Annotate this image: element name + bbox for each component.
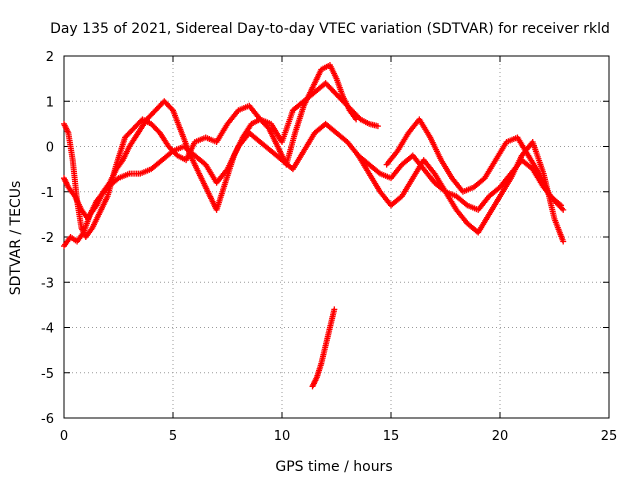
data-point-marker xyxy=(558,205,565,212)
y-tick-label: -3 xyxy=(41,276,54,291)
data-point-marker xyxy=(374,123,381,130)
axis-ticks: 0 5 10 15 20 25 -6 -5 -4 -3 -2 -1 0 1 2 xyxy=(41,50,617,444)
chart-title: Day 135 of 2021, Sidereal Day-to-day VTE… xyxy=(50,21,610,37)
data-point-marker xyxy=(558,202,565,209)
y-tick-label: 1 xyxy=(46,95,54,110)
grid xyxy=(64,56,609,418)
x-tick-label: 10 xyxy=(274,429,291,444)
x-tick-label: 0 xyxy=(60,429,68,444)
x-tick-label: 20 xyxy=(492,429,509,444)
data-point-marker xyxy=(168,106,175,113)
x-tick-label: 25 xyxy=(601,429,618,444)
y-tick-label: 0 xyxy=(46,141,54,156)
x-tick-label: 15 xyxy=(383,429,400,444)
data-points xyxy=(61,62,567,390)
y-tick-label: -1 xyxy=(41,186,54,201)
data-point-marker xyxy=(560,238,567,245)
x-tick-label: 5 xyxy=(169,429,177,444)
y-tick-label: -2 xyxy=(41,231,54,246)
data-point-marker xyxy=(560,206,567,213)
y-tick-label: -5 xyxy=(41,367,54,382)
y-tick-label: -6 xyxy=(41,412,54,427)
x-axis-label: GPS time / hours xyxy=(275,459,392,475)
y-axis-label: SDTVAR / TECUs xyxy=(8,181,24,296)
data-point-marker xyxy=(353,116,360,123)
y-tick-label: -4 xyxy=(41,322,54,337)
y-tick-label: 2 xyxy=(46,50,54,65)
data-point-marker xyxy=(331,306,338,313)
